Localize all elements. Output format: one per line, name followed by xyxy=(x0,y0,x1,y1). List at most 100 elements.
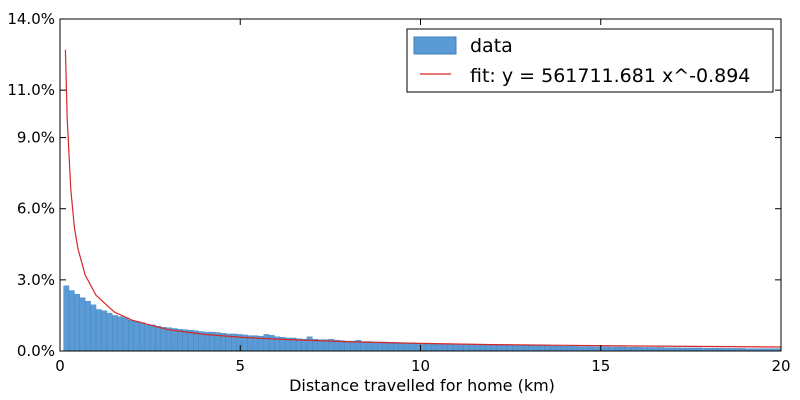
histogram-bar xyxy=(555,345,562,352)
histogram-bar xyxy=(90,304,97,352)
histogram-bar xyxy=(631,347,637,352)
histogram-bar xyxy=(393,342,400,352)
histogram-bar xyxy=(79,297,86,352)
histogram-bar xyxy=(587,346,594,352)
histogram-bar xyxy=(377,341,383,352)
histogram-bar xyxy=(625,347,632,352)
legend-swatch-data xyxy=(413,36,457,55)
histogram-bar xyxy=(647,347,654,352)
y-tick-label: 3.0% xyxy=(17,271,55,289)
histogram-bar xyxy=(387,342,394,352)
histogram-bar xyxy=(463,344,470,352)
histogram-bar xyxy=(306,336,313,352)
histogram-bar xyxy=(101,310,108,352)
histogram-bar xyxy=(144,324,151,352)
histogram-bar xyxy=(479,344,486,352)
x-tick-label: 5 xyxy=(235,357,245,375)
histogram-bar xyxy=(528,345,535,352)
histogram-bar xyxy=(112,315,118,352)
histogram-bar xyxy=(550,345,556,352)
histogram-bar xyxy=(176,329,183,352)
histogram-bar xyxy=(593,346,600,352)
y-tick-label: 11.0% xyxy=(7,81,55,99)
histogram-bar xyxy=(166,327,172,352)
histogram-bar xyxy=(609,346,616,352)
fit-line xyxy=(64,49,782,348)
histogram-bar xyxy=(117,316,124,352)
legend: data fit: y = 561711.681 x^-0.894 xyxy=(406,28,774,93)
histogram-bar xyxy=(642,347,648,352)
histogram-bar xyxy=(63,285,70,352)
histogram-bar xyxy=(560,346,567,352)
x-tick-label: 0 xyxy=(55,357,65,375)
histogram-bar xyxy=(441,343,448,352)
histogram-bar xyxy=(652,347,659,352)
histogram-bar xyxy=(598,346,605,352)
histogram-bar xyxy=(571,346,578,352)
histogram-bar xyxy=(155,325,162,352)
x-tick-label: 10 xyxy=(411,357,430,375)
histogram-bar xyxy=(474,344,481,352)
histogram-bar xyxy=(139,322,145,352)
histogram-bar xyxy=(436,343,443,352)
histogram-bar xyxy=(414,342,421,352)
legend-box xyxy=(406,28,774,93)
histogram-bar xyxy=(106,312,113,352)
histogram-bar xyxy=(620,346,627,352)
histogram-bar xyxy=(301,338,308,352)
x-axis-title: Distance travelled for home (km) xyxy=(289,376,555,395)
y-tick-label: 9.0% xyxy=(17,129,55,147)
histogram-bar xyxy=(398,342,405,352)
histogram-bar xyxy=(149,324,156,352)
histogram-bar xyxy=(517,345,524,352)
x-tick-label: 15 xyxy=(591,357,610,375)
histogram-bar xyxy=(431,343,437,352)
histogram-bar xyxy=(458,343,464,352)
histogram-bar xyxy=(533,345,540,352)
histogram-bar xyxy=(404,342,410,352)
histogram-bar xyxy=(382,341,389,352)
histogram-bar xyxy=(420,342,427,352)
histogram-bar xyxy=(409,342,416,352)
histogram-bar xyxy=(582,346,589,352)
histogram-bar xyxy=(468,344,475,352)
y-tick-label: 0.0% xyxy=(17,342,55,360)
x-tick-label: 20 xyxy=(771,357,790,375)
histogram-bar xyxy=(539,345,546,352)
histogram-bar xyxy=(268,335,275,352)
histogram-bar xyxy=(636,347,643,352)
bars-layer xyxy=(63,285,782,352)
histogram-bar xyxy=(85,301,91,352)
histogram-bar xyxy=(523,345,529,352)
axes-layer: 0 5 10 15 20 0.0% 3.0% 6.0% 9.0% 11.0% 14.0% xyxy=(7,10,790,375)
histogram-bar xyxy=(447,343,454,352)
histogram-bar xyxy=(263,334,270,352)
histogram-bar xyxy=(182,329,189,352)
histogram-bar xyxy=(512,345,519,352)
histogram-bar xyxy=(506,344,513,352)
histogram-bar xyxy=(95,309,102,352)
histogram-bar xyxy=(490,344,497,352)
histogram-bar xyxy=(614,346,621,352)
histogram-bar xyxy=(566,346,573,352)
histogram-bar xyxy=(371,341,378,352)
histogram-bar xyxy=(133,321,140,352)
fit-line-layer xyxy=(64,49,782,348)
histogram-bar xyxy=(501,344,508,352)
histogram-bar xyxy=(171,328,178,352)
histogram-bar xyxy=(496,344,502,352)
histogram-bar xyxy=(604,346,610,352)
histogram-bar xyxy=(366,341,373,352)
y-tick-label: 14.0% xyxy=(7,10,55,28)
histogram-bar xyxy=(128,319,135,352)
histogram-bar xyxy=(658,347,665,352)
histogram-bar xyxy=(350,340,356,352)
histogram-bar xyxy=(577,346,583,352)
histogram-bar xyxy=(74,293,81,352)
histogram-bar xyxy=(344,340,351,352)
histogram-bar xyxy=(425,343,432,352)
legend-label-fit: fit: y = 561711.681 x^-0.894 xyxy=(470,65,750,87)
y-tick-label: 6.0% xyxy=(17,200,55,218)
